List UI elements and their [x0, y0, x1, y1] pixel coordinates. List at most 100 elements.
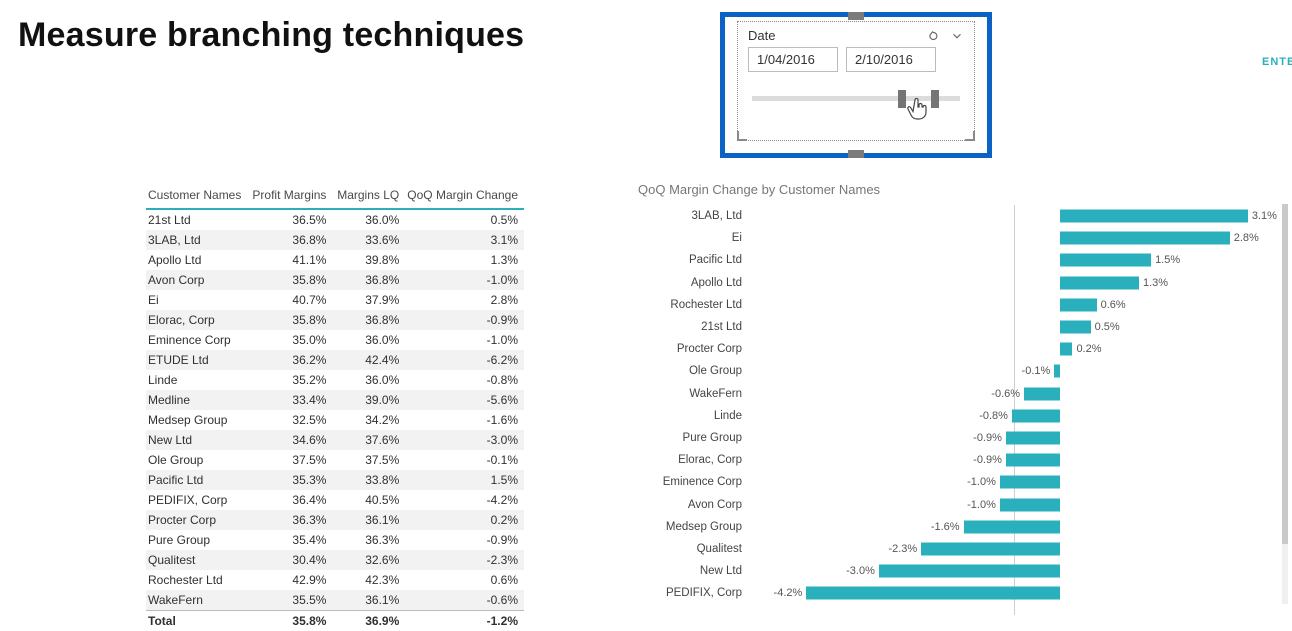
table-cell: 33.4%	[250, 390, 332, 410]
chart-bar[interactable]	[964, 520, 1061, 533]
table-row[interactable]: Eminence Corp35.0%36.0%-1.0%	[146, 330, 524, 350]
chart-bar[interactable]	[1060, 210, 1248, 223]
table-row[interactable]: Procter Corp36.3%36.1%0.2%	[146, 510, 524, 530]
slider-thumb-end[interactable]	[931, 90, 939, 108]
chart-bar-row[interactable]: Eminence Corp-1.0%	[638, 471, 1276, 493]
chart-plot-area: 1.5%	[750, 249, 1276, 271]
chart-bar[interactable]	[1060, 343, 1072, 356]
table-row[interactable]: Qualitest30.4%32.6%-2.3%	[146, 550, 524, 570]
table-row[interactable]: PEDIFIX, Corp36.4%40.5%-4.2%	[146, 490, 524, 510]
chart-bar-row[interactable]: Ei2.8%	[638, 227, 1276, 249]
table-cell: Apollo Ltd	[146, 250, 250, 270]
chart-bar-row[interactable]: Linde-0.8%	[638, 405, 1276, 427]
chart-value-label: -1.0%	[967, 499, 996, 511]
profit-margins-table[interactable]: Customer Names Profit Margins Margins LQ…	[146, 184, 524, 631]
chart-value-label: 0.6%	[1101, 299, 1126, 311]
table-row[interactable]: WakeFern35.5%36.1%-0.6%	[146, 590, 524, 611]
slider-thumb-start[interactable]	[898, 90, 906, 108]
chart-bar[interactable]	[1000, 476, 1060, 489]
chart-bar-row[interactable]: Procter Corp0.2%	[638, 338, 1276, 360]
page-title: Measure branching techniques	[18, 16, 524, 55]
table-row[interactable]: Apollo Ltd41.1%39.8%1.3%	[146, 250, 524, 270]
table-cell: 35.3%	[250, 470, 332, 490]
chart-bar-row[interactable]: Ole Group-0.1%	[638, 360, 1276, 382]
chart-bar[interactable]	[1060, 232, 1229, 245]
chart-category-label: Elorac, Corp	[638, 454, 750, 466]
chart-bar-row[interactable]: Pure Group-0.9%	[638, 427, 1276, 449]
chart-bar[interactable]	[1006, 454, 1060, 467]
chart-bar-row[interactable]: WakeFern-0.6%	[638, 383, 1276, 405]
chart-bar-row[interactable]: Pacific Ltd1.5%	[638, 249, 1276, 271]
chart-value-label: -1.0%	[967, 476, 996, 488]
table-cell: -2.3%	[405, 550, 524, 570]
table-cell: 32.6%	[332, 550, 405, 570]
chart-bar[interactable]	[1024, 387, 1060, 400]
chart-bar[interactable]	[1054, 365, 1060, 378]
chart-value-label: 1.3%	[1143, 277, 1168, 289]
table-cell: 1.5%	[405, 470, 524, 490]
chart-bar[interactable]	[1000, 498, 1060, 511]
table-row[interactable]: Rochester Ltd42.9%42.3%0.6%	[146, 570, 524, 590]
table-row[interactable]: Avon Corp35.8%36.8%-1.0%	[146, 270, 524, 290]
table-row[interactable]: Ole Group37.5%37.5%-0.1%	[146, 450, 524, 470]
chart-bar-row[interactable]: 3LAB, Ltd3.1%	[638, 205, 1276, 227]
chart-category-label: 21st Ltd	[638, 321, 750, 333]
chart-value-label: -0.8%	[979, 410, 1008, 422]
date-range-slider[interactable]	[752, 90, 960, 114]
chart-scrollbar[interactable]	[1282, 204, 1288, 604]
table-cell: Linde	[146, 370, 250, 390]
col-qoq[interactable]: QoQ Margin Change	[405, 184, 524, 209]
table-row[interactable]: Linde35.2%36.0%-0.8%	[146, 370, 524, 390]
chart-bar[interactable]	[806, 587, 1060, 600]
date-slicer-visual[interactable]: Date 1/04/2016 2/10/2016	[720, 12, 992, 158]
table-cell: 32.5%	[250, 410, 332, 430]
date-to-input[interactable]: 2/10/2016	[846, 47, 936, 72]
chart-plot-area: -1.0%	[750, 493, 1276, 515]
chart-bar-row[interactable]: Medsep Group-1.6%	[638, 516, 1276, 538]
table-cell: Avon Corp	[146, 270, 250, 290]
table-row[interactable]: Pure Group35.4%36.3%-0.9%	[146, 530, 524, 550]
selection-handle-s[interactable]	[848, 150, 864, 158]
table-cell: 40.5%	[332, 490, 405, 510]
table-row[interactable]: New Ltd34.6%37.6%-3.0%	[146, 430, 524, 450]
chart-bar-row[interactable]: New Ltd-3.0%	[638, 560, 1276, 582]
chart-bar-row[interactable]: Qualitest-2.3%	[638, 538, 1276, 560]
table-row[interactable]: Ei40.7%37.9%2.8%	[146, 290, 524, 310]
chart-bar-row[interactable]: 21st Ltd0.5%	[638, 316, 1276, 338]
table-cell: 35.8%	[250, 270, 332, 290]
table-cell: -4.2%	[405, 490, 524, 510]
col-profit[interactable]: Profit Margins	[250, 184, 332, 209]
scrollbar-thumb[interactable]	[1282, 204, 1288, 544]
table-row[interactable]: Pacific Ltd35.3%33.8%1.5%	[146, 470, 524, 490]
table-cell: -5.6%	[405, 390, 524, 410]
chart-bar[interactable]	[1012, 409, 1060, 422]
table-row[interactable]: Medsep Group32.5%34.2%-1.6%	[146, 410, 524, 430]
chart-bar-row[interactable]: Avon Corp-1.0%	[638, 493, 1276, 515]
chart-bar[interactable]	[1060, 254, 1151, 267]
chart-bar-row[interactable]: Rochester Ltd0.6%	[638, 294, 1276, 316]
chevron-down-icon[interactable]	[950, 29, 964, 43]
chart-bar[interactable]	[1060, 321, 1090, 334]
table-row[interactable]: 21st Ltd36.5%36.0%0.5%	[146, 209, 524, 230]
clear-slicer-icon[interactable]	[926, 29, 940, 43]
table-row[interactable]: 3LAB, Ltd36.8%33.6%3.1%	[146, 230, 524, 250]
chart-bar-row[interactable]: Elorac, Corp-0.9%	[638, 449, 1276, 471]
date-from-input[interactable]: 1/04/2016	[748, 47, 838, 72]
chart-bar-row[interactable]: Apollo Ltd1.3%	[638, 272, 1276, 294]
chart-bar[interactable]	[1006, 431, 1060, 444]
table-row[interactable]: Elorac, Corp35.8%36.8%-0.9%	[146, 310, 524, 330]
table-cell: Pacific Ltd	[146, 470, 250, 490]
chart-bar[interactable]	[879, 565, 1060, 578]
chart-bar[interactable]	[921, 542, 1060, 555]
selection-handle-n[interactable]	[848, 12, 864, 20]
qoq-chart[interactable]: QoQ Margin Change by Customer Names 3LAB…	[638, 182, 1276, 615]
chart-plot-area: 2.8%	[750, 227, 1276, 249]
col-marginslq[interactable]: Margins LQ	[332, 184, 405, 209]
col-customer[interactable]: Customer Names	[146, 184, 250, 209]
chart-bar-row[interactable]: PEDIFIX, Corp-4.2%	[638, 582, 1276, 604]
chart-bar[interactable]	[1060, 276, 1139, 289]
chart-bar[interactable]	[1060, 298, 1096, 311]
table-cell: 36.3%	[332, 530, 405, 550]
table-row[interactable]: ETUDE Ltd36.2%42.4%-6.2%	[146, 350, 524, 370]
table-row[interactable]: Medline33.4%39.0%-5.6%	[146, 390, 524, 410]
